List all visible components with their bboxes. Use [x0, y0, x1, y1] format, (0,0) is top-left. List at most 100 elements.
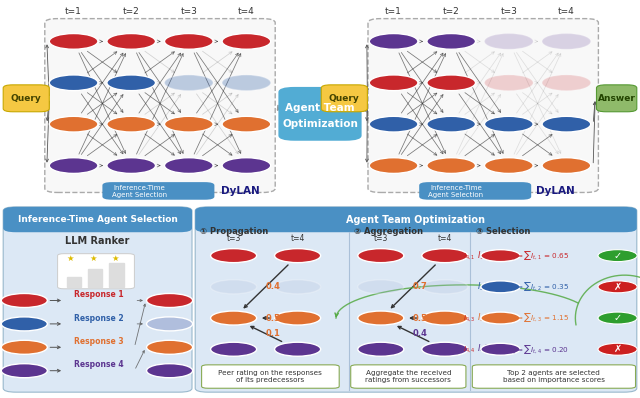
Circle shape	[427, 75, 476, 91]
Circle shape	[1, 317, 47, 331]
Circle shape	[49, 116, 98, 132]
Circle shape	[422, 280, 468, 294]
Circle shape	[211, 311, 257, 325]
Text: Response 3: Response 3	[74, 337, 124, 346]
Text: ✓: ✓	[614, 313, 621, 323]
FancyBboxPatch shape	[195, 207, 637, 232]
Circle shape	[49, 158, 98, 174]
Circle shape	[107, 33, 156, 49]
Circle shape	[542, 116, 591, 132]
Circle shape	[369, 158, 418, 174]
Circle shape	[164, 33, 213, 49]
FancyBboxPatch shape	[321, 85, 367, 112]
FancyBboxPatch shape	[3, 207, 192, 232]
Circle shape	[358, 311, 404, 325]
Circle shape	[484, 33, 533, 49]
Text: t=3: t=3	[500, 7, 517, 16]
Circle shape	[598, 281, 637, 293]
Text: ★: ★	[89, 254, 97, 263]
Circle shape	[107, 116, 156, 132]
Text: $I_3($: $I_3($	[477, 312, 488, 324]
Circle shape	[147, 317, 193, 331]
Circle shape	[481, 250, 520, 261]
Text: $) = \sum I_{t,1}$ = 0.65: $) = \sum I_{t,1}$ = 0.65	[512, 249, 569, 262]
Bar	[67, 277, 81, 287]
Circle shape	[147, 340, 193, 354]
Circle shape	[275, 342, 321, 356]
Circle shape	[107, 158, 156, 174]
Circle shape	[427, 158, 476, 174]
Text: 0.5: 0.5	[266, 314, 281, 322]
Circle shape	[222, 33, 271, 49]
Text: t=2: t=2	[123, 7, 140, 16]
Text: Agent Team Optimization: Agent Team Optimization	[346, 215, 486, 224]
Circle shape	[275, 280, 321, 294]
Text: t=3: t=3	[374, 234, 388, 243]
FancyBboxPatch shape	[429, 25, 541, 186]
Text: $I_4($: $I_4($	[477, 343, 488, 355]
Circle shape	[422, 249, 468, 263]
Text: Agent Team: Agent Team	[285, 103, 355, 113]
Circle shape	[1, 293, 47, 308]
Text: ✗: ✗	[614, 282, 621, 292]
FancyBboxPatch shape	[58, 254, 134, 289]
FancyBboxPatch shape	[419, 182, 531, 200]
Text: $) = \sum I_{t,3}$ = 1.15: $) = \sum I_{t,3}$ = 1.15	[512, 312, 569, 324]
Circle shape	[542, 33, 591, 49]
Text: Optimization: Optimization	[282, 119, 358, 129]
Text: ✗: ✗	[614, 344, 621, 354]
Text: $I_2($: $I_2($	[477, 281, 488, 293]
Circle shape	[222, 158, 271, 174]
FancyBboxPatch shape	[202, 365, 339, 388]
FancyBboxPatch shape	[472, 365, 636, 388]
FancyBboxPatch shape	[351, 365, 466, 388]
Text: $I_{4,1}$: $I_{4,1}$	[463, 251, 475, 261]
Text: Answer: Answer	[598, 94, 636, 103]
Text: t=4: t=4	[438, 234, 452, 243]
Text: ② Aggregation: ② Aggregation	[354, 227, 423, 236]
Circle shape	[147, 364, 193, 378]
Text: $I_{4,4}$: $I_{4,4}$	[463, 344, 476, 354]
Text: $) = \sum I_{t,2}$ = 0.35: $) = \sum I_{t,2}$ = 0.35	[512, 281, 569, 293]
Text: LLM Ranker: LLM Ranker	[65, 236, 130, 246]
Circle shape	[422, 342, 468, 356]
Text: t=3: t=3	[227, 234, 241, 243]
Text: ★: ★	[67, 254, 74, 263]
Circle shape	[542, 158, 591, 174]
Text: t=4: t=4	[558, 7, 575, 16]
Text: ① Propagation: ① Propagation	[200, 227, 269, 236]
Circle shape	[164, 75, 213, 91]
FancyBboxPatch shape	[596, 85, 637, 112]
Circle shape	[222, 116, 271, 132]
Text: t=4: t=4	[238, 7, 255, 16]
Text: Inference-Time
Agent Selection: Inference-Time Agent Selection	[428, 185, 484, 198]
FancyBboxPatch shape	[102, 182, 214, 200]
Circle shape	[358, 280, 404, 294]
Circle shape	[369, 116, 418, 132]
Text: 0.5: 0.5	[413, 314, 428, 322]
Text: Top 2 agents are selected
based on importance scores: Top 2 agents are selected based on impor…	[502, 370, 605, 383]
Text: t=3: t=3	[180, 7, 197, 16]
Circle shape	[598, 250, 637, 261]
Circle shape	[49, 75, 98, 91]
Text: $I_1($: $I_1($	[477, 250, 488, 262]
Text: Response 4: Response 4	[74, 360, 124, 369]
Circle shape	[481, 312, 520, 324]
Circle shape	[164, 158, 213, 174]
Text: Response 2: Response 2	[74, 314, 124, 322]
Circle shape	[1, 340, 47, 354]
Circle shape	[275, 311, 321, 325]
Circle shape	[222, 75, 271, 91]
Text: ③ Selection: ③ Selection	[476, 227, 530, 236]
Text: t=4: t=4	[291, 234, 305, 243]
Text: Query: Query	[11, 94, 42, 103]
Text: 0.7: 0.7	[413, 282, 428, 291]
Text: Query: Query	[329, 94, 360, 103]
FancyBboxPatch shape	[278, 87, 362, 141]
Circle shape	[481, 343, 520, 355]
FancyBboxPatch shape	[3, 207, 192, 392]
Text: ★: ★	[111, 254, 119, 263]
Bar	[88, 269, 102, 287]
Circle shape	[164, 116, 213, 132]
Text: $I_{4,3}$: $I_{4,3}$	[463, 313, 475, 323]
